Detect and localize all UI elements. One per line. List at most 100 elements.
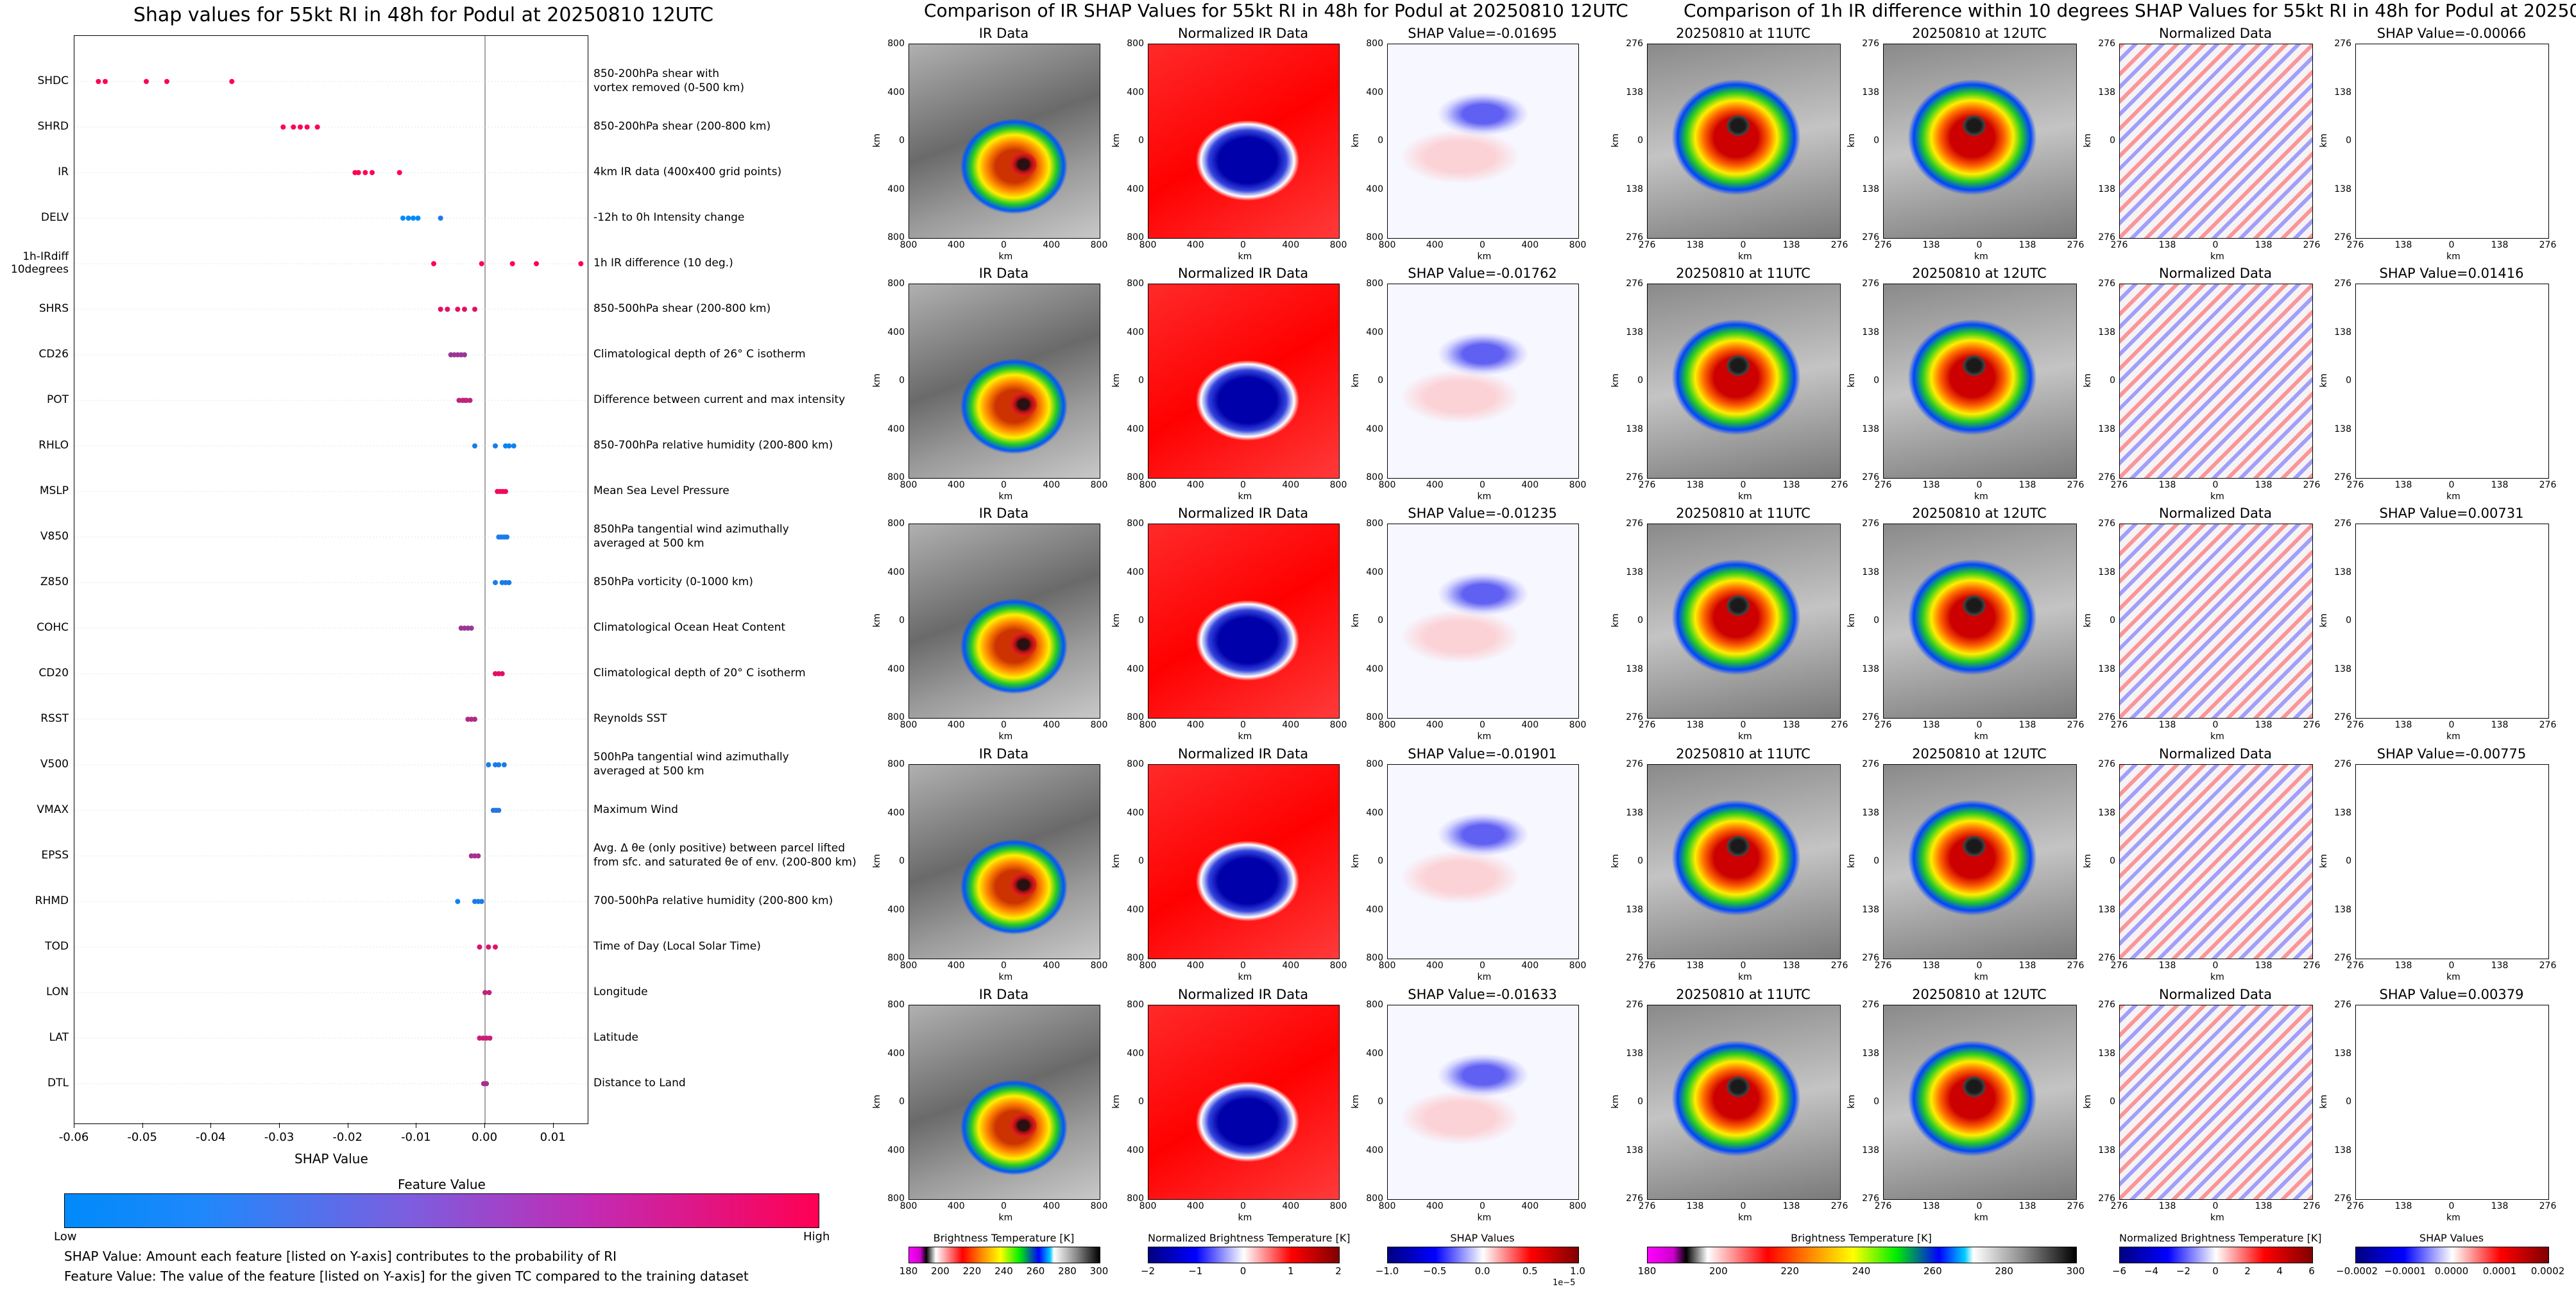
summary-scatter bbox=[74, 36, 588, 1123]
y-axis-label: km bbox=[2082, 373, 2093, 388]
feature-value-colorbar bbox=[64, 1193, 819, 1228]
y-tick-label: 138 bbox=[2098, 567, 2115, 577]
x-tick-label: 276 bbox=[2303, 1201, 2321, 1211]
x-tick-mark bbox=[552, 1123, 554, 1128]
x-axis-label: km bbox=[1738, 252, 1752, 262]
x-tick-label: 138 bbox=[2491, 1201, 2509, 1211]
y-tick-label: 400 bbox=[1127, 663, 1144, 674]
feature-description: Distance to Land bbox=[593, 1076, 686, 1090]
y-axis-label: km bbox=[1610, 373, 1621, 388]
feature-description-line: 850hPa tangential wind azimuthally bbox=[593, 523, 789, 536]
x-tick-label: 400 bbox=[1186, 1201, 1204, 1211]
diff-norm-colorbar-tick: 0 bbox=[2212, 1265, 2219, 1277]
x-tick-label: 276 bbox=[2303, 720, 2321, 730]
y-tick-label: 0 bbox=[1873, 856, 1879, 866]
ir-norm-colorbar-tick: −1 bbox=[1188, 1265, 1203, 1277]
y-tick-label: 138 bbox=[1626, 567, 1643, 577]
shap-point bbox=[503, 489, 508, 494]
y-tick-label: 800 bbox=[1127, 1193, 1144, 1204]
y-tick-label: 800 bbox=[1366, 518, 1383, 529]
y-tick-label: 276 bbox=[2098, 953, 2115, 963]
x-tick-label: 0 bbox=[1976, 720, 1983, 730]
diff-12utc-title: 20250810 at 12UTC bbox=[1912, 987, 2047, 1002]
feature-description-line: 1h IR difference (10 deg.) bbox=[593, 257, 733, 269]
x-tick-label: 276 bbox=[2067, 1201, 2085, 1211]
diff-11utc-title: 20250810 at 11UTC bbox=[1676, 26, 1811, 41]
y-tick-label: 138 bbox=[2098, 184, 2115, 194]
x-tick-label: 400 bbox=[1282, 960, 1300, 971]
ir-norm-colorbar-tick: −2 bbox=[1140, 1265, 1156, 1277]
x-tick-label: 0 bbox=[1976, 1201, 1983, 1211]
shap-point bbox=[472, 443, 477, 448]
ir-shap-title: SHAP Value=-0.01762 bbox=[1408, 266, 1557, 281]
y-tick-label: 138 bbox=[2334, 567, 2351, 577]
y-tick-label: 138 bbox=[2098, 904, 2115, 915]
x-axis-label: km bbox=[2210, 1213, 2224, 1223]
y-tick-label: 0 bbox=[2110, 135, 2115, 146]
x-tick-label: 400 bbox=[1426, 960, 1444, 971]
feature-description-line: Time of Day (Local Solar Time) bbox=[593, 940, 761, 953]
ir-shap-colorbar bbox=[1387, 1247, 1579, 1263]
ir-shap-image bbox=[1387, 44, 1579, 239]
diff-normalized-title: Normalized Data bbox=[2159, 746, 2272, 762]
y-tick-label: 800 bbox=[1366, 712, 1383, 722]
normalized-ir-image bbox=[1148, 764, 1340, 959]
x-tick-label: -0.06 bbox=[58, 1131, 89, 1144]
y-tick-label: 400 bbox=[887, 87, 905, 98]
x-tick-label: 400 bbox=[947, 480, 965, 490]
feature-label: RSST bbox=[40, 712, 69, 725]
feature-label: LAT bbox=[49, 1031, 69, 1044]
shap-point bbox=[472, 307, 477, 312]
ir-shap-image bbox=[1387, 524, 1579, 719]
x-tick-label: 800 bbox=[1090, 720, 1108, 730]
y-tick-label: 276 bbox=[2098, 38, 2115, 49]
ir-section-title: Comparison of IR SHAP Values for 55kt RI… bbox=[924, 0, 1628, 21]
feature-description-line: 700-500hPa relative humidity (200-800 km… bbox=[593, 894, 833, 907]
shap-point bbox=[578, 261, 584, 266]
x-tick-label: 400 bbox=[1521, 480, 1539, 490]
x-tick-label: 0 bbox=[1001, 960, 1007, 971]
y-tick-label: 276 bbox=[1862, 1193, 1879, 1204]
diff-shap-colorbar-tick: −0.0002 bbox=[2336, 1265, 2378, 1277]
x-tick-label: 800 bbox=[1090, 1201, 1108, 1211]
x-tick-label: 138 bbox=[2394, 720, 2412, 730]
x-axis-label: km bbox=[1974, 1213, 1988, 1223]
diff-bt-colorbar-tick: 260 bbox=[1923, 1265, 1942, 1277]
x-tick-label: 800 bbox=[1329, 1201, 1347, 1211]
x-tick-label: 800 bbox=[900, 960, 917, 971]
y-tick-label: 800 bbox=[887, 759, 905, 769]
x-tick-label: 138 bbox=[2018, 1201, 2036, 1211]
y-tick-label: 400 bbox=[887, 1145, 905, 1156]
y-tick-label: 276 bbox=[2098, 518, 2115, 529]
shap-point bbox=[493, 944, 498, 950]
y-tick-label: 400 bbox=[1366, 904, 1383, 915]
x-tick-label: 800 bbox=[1329, 240, 1347, 250]
y-tick-label: 276 bbox=[2334, 472, 2351, 482]
x-tick-label: 276 bbox=[2303, 960, 2321, 971]
y-axis-label: km bbox=[1350, 1095, 1361, 1109]
y-tick-label: 138 bbox=[2334, 904, 2351, 915]
y-tick-label: 138 bbox=[2098, 87, 2115, 98]
x-tick-label: -0.03 bbox=[264, 1131, 294, 1144]
feature-description: 4km IR data (400x400 grid points) bbox=[593, 165, 781, 179]
shap-point bbox=[291, 124, 296, 130]
feature-label: IR bbox=[58, 166, 69, 178]
ir-shap-colorbar-tick: 0.5 bbox=[1522, 1265, 1538, 1277]
feature-description: Mean Sea Level Pressure bbox=[593, 484, 729, 498]
y-tick-label: 138 bbox=[1626, 87, 1643, 98]
shap-point bbox=[486, 990, 492, 995]
x-axis-label: km bbox=[1738, 972, 1752, 982]
diff-normalized-image bbox=[2119, 284, 2313, 479]
feature-description: 850-200hPa shear with vortex removed (0-5… bbox=[593, 67, 744, 95]
x-tick-label: 800 bbox=[1139, 1201, 1157, 1211]
x-tick-label: 138 bbox=[2491, 720, 2509, 730]
x-tick-label: 0 bbox=[1480, 480, 1485, 490]
diff-11utc-image bbox=[1647, 44, 1841, 239]
y-tick-label: 0 bbox=[2346, 1097, 2351, 1107]
x-tick-label: 138 bbox=[2018, 240, 2036, 250]
y-tick-label: 400 bbox=[1366, 663, 1383, 674]
diff-11utc-title: 20250810 at 11UTC bbox=[1676, 266, 1811, 281]
x-axis-label: km bbox=[1974, 731, 1988, 742]
x-tick-label: 138 bbox=[2018, 480, 2036, 490]
x-tick-label: 138 bbox=[2158, 960, 2176, 971]
